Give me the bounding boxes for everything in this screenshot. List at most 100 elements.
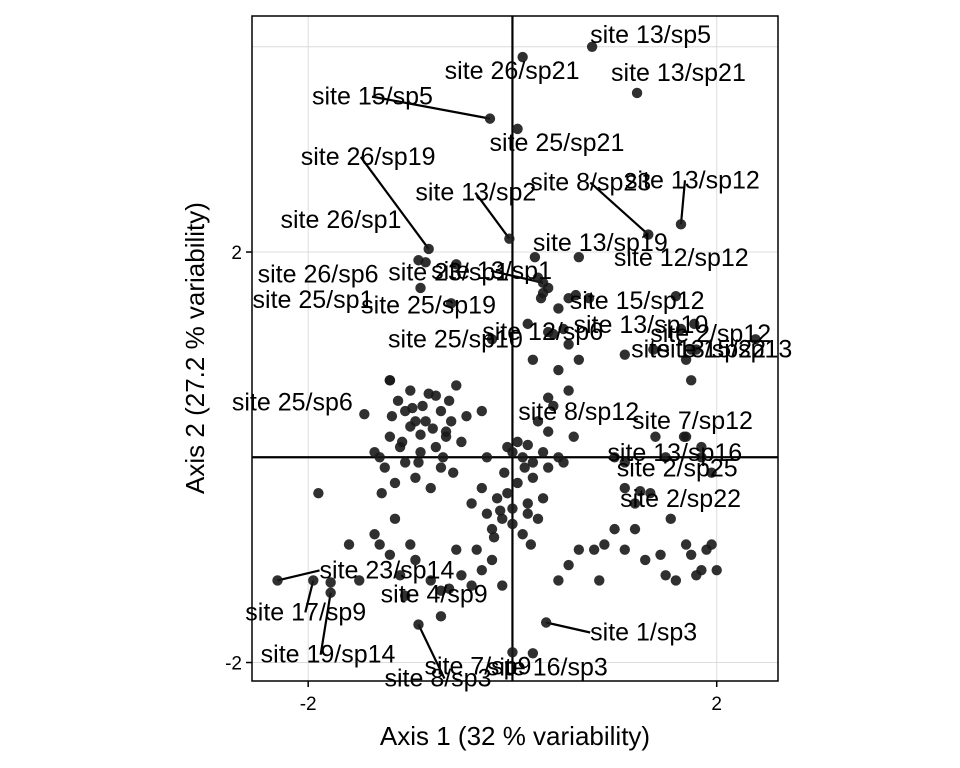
data-point [594, 575, 605, 586]
point-label: site 4/sp9 [381, 580, 488, 608]
data-point [619, 349, 630, 360]
labeled-data-point [507, 647, 518, 658]
data-point [573, 354, 585, 365]
data-point [499, 467, 510, 478]
data-point [660, 452, 671, 463]
data-point [415, 446, 426, 458]
labeled-data-point [634, 485, 646, 497]
labeled-data-point [517, 51, 528, 63]
data-point [476, 482, 488, 494]
point-label: site 8/sp3 [384, 665, 491, 693]
data-point [443, 395, 455, 407]
data-point [451, 544, 462, 555]
data-point [400, 590, 411, 602]
data-point [619, 544, 630, 555]
data-point [451, 380, 462, 391]
data-point [655, 549, 666, 560]
data-point [407, 402, 418, 414]
reference-lines [252, 16, 778, 681]
point-label: site 13/sp16 [607, 439, 742, 467]
data-point [420, 416, 431, 427]
data-point [405, 385, 416, 396]
label-leader-line [277, 569, 320, 582]
data-point [685, 549, 697, 560]
data-point [532, 416, 544, 427]
y-tick-label: 2 [231, 243, 242, 264]
point-label: site 16/sp3 [487, 653, 608, 681]
data-point [471, 544, 482, 555]
point-label: site 13/sp22 [631, 336, 766, 364]
data-point [384, 431, 396, 442]
data-point [512, 436, 523, 448]
data-point [437, 452, 449, 463]
labeled-data-point [570, 289, 581, 301]
data-point [588, 544, 600, 555]
data-point [599, 539, 610, 550]
data-point [542, 426, 554, 437]
labeled-data-point [484, 113, 496, 124]
data-point [374, 539, 385, 550]
data-point [466, 498, 477, 509]
data-point [445, 416, 457, 427]
x-tick-label: -2 [300, 694, 317, 715]
y-tick-label: -2 [225, 654, 242, 675]
point-label: site 26/sp19 [301, 143, 436, 171]
data-point [670, 575, 682, 586]
point-label: site 13/sp19 [533, 229, 668, 257]
data-point [568, 431, 579, 442]
labeled-data-point [308, 575, 319, 586]
data-point [476, 405, 488, 417]
data-point [680, 539, 692, 550]
labeled-data-point [643, 229, 654, 240]
data-point [665, 513, 676, 525]
data-point [640, 554, 651, 566]
point-label: site 13/sp1 [431, 257, 552, 285]
labeled-data-point [423, 243, 434, 255]
data-point [379, 462, 390, 473]
data-point [548, 400, 559, 412]
data-point [619, 482, 630, 494]
data-point [553, 303, 564, 314]
data-point [517, 529, 528, 540]
point-label: site 1/sp3 [590, 619, 697, 647]
data-point [369, 446, 380, 458]
labeled-data-point [272, 575, 283, 586]
data-point [553, 364, 564, 376]
data-point [343, 539, 355, 550]
data-point [519, 462, 530, 473]
data-point [400, 457, 411, 468]
labeled-data-point [325, 577, 336, 588]
point-label: site 25/sp19 [361, 291, 496, 319]
point-label: site 8/sp23 [530, 169, 651, 197]
data-point [354, 575, 365, 586]
point-label: site 25/sp21 [490, 129, 625, 157]
labeled-data-point [750, 334, 761, 345]
data-point [461, 411, 472, 422]
data-point [563, 339, 574, 350]
labeled-data-point [384, 375, 396, 386]
data-point [537, 493, 549, 504]
x-axis-title: Axis 1 (32 % variability) [380, 721, 650, 751]
data-point [680, 354, 692, 365]
data-point [522, 498, 533, 509]
data-point [396, 436, 408, 448]
data-point [430, 441, 442, 453]
data-point [629, 498, 641, 509]
point-label: site 25/sp1 [253, 286, 374, 314]
data-point [425, 575, 436, 586]
label-leader-line [304, 580, 315, 613]
labeled-data-point [696, 441, 707, 453]
labeled-data-point [586, 41, 598, 52]
data-point [609, 523, 620, 535]
plot-frame [251, 15, 779, 682]
data-point [435, 462, 447, 473]
labeled-data-point [558, 323, 569, 335]
data-point [481, 452, 493, 463]
data-point [675, 323, 687, 335]
data-point [696, 452, 707, 463]
labeled-data-point [675, 219, 687, 230]
labeled-data-point [685, 344, 697, 355]
labeled-data-point [504, 233, 515, 244]
data-point [384, 549, 396, 560]
data-point [359, 408, 370, 420]
